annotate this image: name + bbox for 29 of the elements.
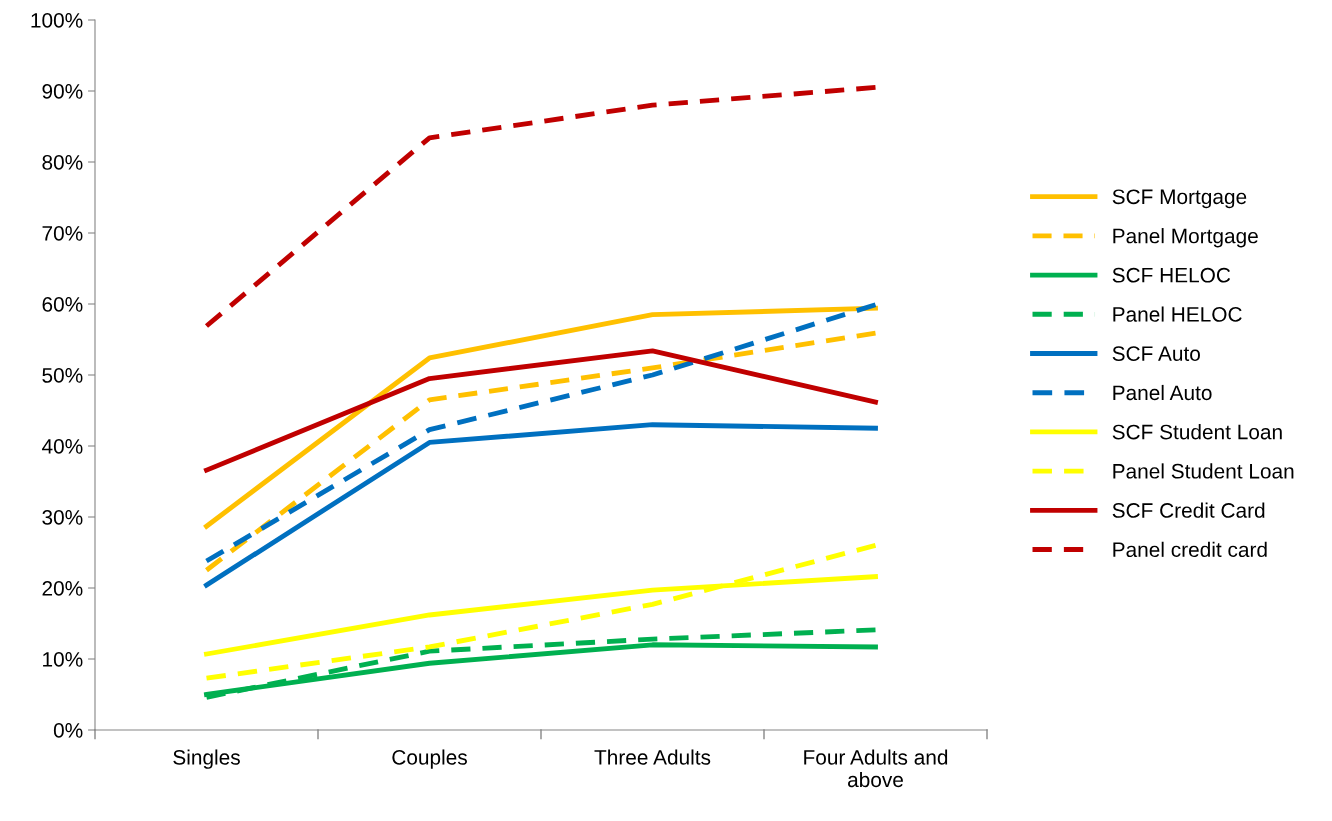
legend-label: SCF Student Loan xyxy=(1112,424,1282,440)
y-tick-label: 70% xyxy=(42,226,83,241)
x-tick-label: Three Adults xyxy=(594,749,711,765)
line-series xyxy=(204,542,878,681)
x-tick-label: Singles xyxy=(173,749,240,769)
y-tick-label: 10% xyxy=(43,652,83,667)
y-tick-label: 20% xyxy=(42,581,83,596)
y-tick-label: 80% xyxy=(42,155,83,170)
legend-label: SCF Mortgage xyxy=(1112,189,1247,209)
line-series xyxy=(204,422,878,588)
legend-label: Panel HELOC xyxy=(1113,306,1242,322)
legend-label: Panel Mortgage xyxy=(1113,228,1258,248)
y-tick-label: 30% xyxy=(42,510,83,525)
y-tick-label: 40% xyxy=(41,439,83,454)
y-tick-label: 0% xyxy=(53,723,83,738)
x-tick-label: Four Adults and above xyxy=(804,749,948,788)
line-series xyxy=(204,85,878,329)
legend-label: Panel Student Loan xyxy=(1113,463,1294,479)
y-tick-label: 90% xyxy=(42,84,83,99)
legend-label: Panel Auto xyxy=(1113,384,1212,401)
y-tick-label: 100% xyxy=(31,13,83,28)
legend-label: Panel credit card xyxy=(1113,541,1267,558)
y-tick-label: 60% xyxy=(42,297,83,312)
line-series xyxy=(204,348,878,473)
legend-label: SCF HELOC xyxy=(1112,267,1231,283)
x-tick-label: Couples xyxy=(392,749,467,769)
legend-label: SCF Auto xyxy=(1112,346,1200,361)
legend-label: SCF Credit Card xyxy=(1112,502,1265,518)
y-tick-label: 50% xyxy=(42,368,83,383)
